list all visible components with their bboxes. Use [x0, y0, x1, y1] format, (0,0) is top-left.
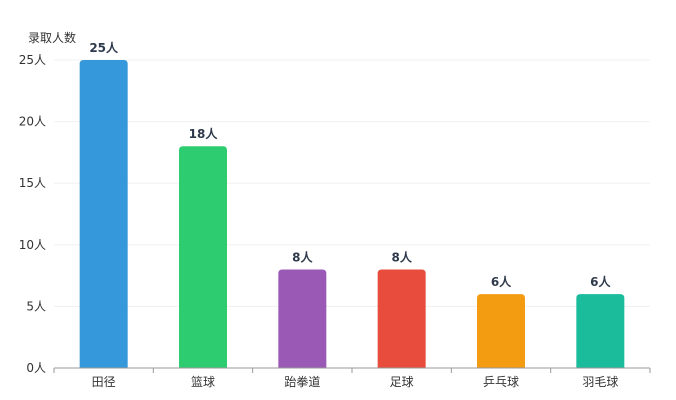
x-axis-category-labels: 田径 篮球 跆拳道 足球 乒乓球 羽毛球 [92, 374, 619, 389]
x-category-label: 羽毛球 [582, 375, 618, 389]
bar-6[interactable] [576, 294, 625, 368]
bar-value-label: 8人 [292, 249, 313, 264]
bar-value-label: 6人 [491, 274, 512, 289]
bar-1[interactable] [79, 60, 128, 368]
gridlines [54, 59, 650, 307]
bar-3[interactable] [278, 269, 327, 368]
x-category-label: 篮球 [191, 374, 215, 389]
y-tick-label: 0人 [26, 361, 46, 375]
value-labels: 25人 18人 8人 8人 6人 6人 [89, 40, 611, 289]
bar-value-label: 8人 [391, 249, 412, 264]
bar-4[interactable] [377, 269, 426, 368]
bar-2[interactable] [179, 146, 227, 368]
x-category-label: 跆拳道 [284, 374, 320, 389]
bar-value-label: 25人 [89, 40, 119, 55]
y-tick-label: 25人 [19, 53, 46, 67]
x-category-label: 乒乓球 [483, 375, 519, 389]
y-axis-ticks: 0人 5人 10人 15人 20人 25人 [19, 53, 46, 375]
y-tick-label: 10人 [19, 238, 46, 252]
y-tick-label: 5人 [26, 299, 46, 313]
bar-5[interactable] [477, 294, 525, 368]
bars [79, 60, 625, 368]
bar-value-label: 18人 [189, 126, 219, 141]
y-tick-label: 15人 [19, 176, 46, 190]
y-tick-label: 20人 [19, 115, 46, 129]
x-category-label: 足球 [390, 375, 414, 389]
y-axis-title: 录取人数 [28, 30, 76, 45]
x-axis [53, 367, 651, 373]
bar-value-label: 6人 [590, 274, 611, 289]
x-category-label: 田径 [92, 375, 116, 389]
